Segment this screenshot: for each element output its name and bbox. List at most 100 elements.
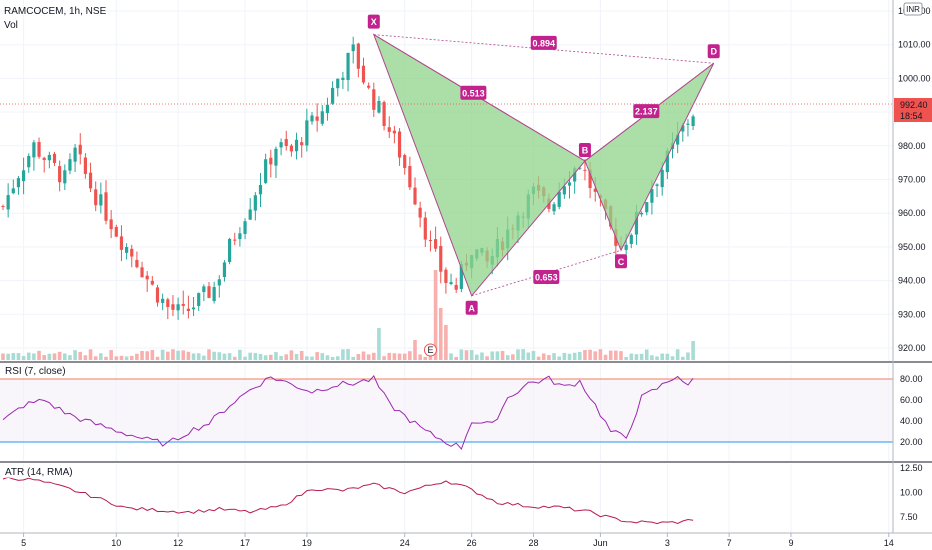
- volume-bar: [392, 353, 397, 360]
- volume-bar: [217, 352, 222, 360]
- time-tick-label: 9: [788, 538, 793, 548]
- candle-body: [629, 234, 633, 244]
- point-a-label-text: A: [468, 303, 475, 313]
- volume-bar: [181, 350, 186, 360]
- volume-bar: [526, 352, 531, 360]
- volume-bar: [166, 351, 170, 360]
- volume-bar: [531, 350, 536, 360]
- ratio-bd-text: 2.137: [635, 107, 658, 117]
- candle-body: [109, 219, 113, 230]
- volume-bar: [490, 351, 495, 360]
- rsi-title[interactable]: RSI (7, close): [3, 366, 68, 377]
- volume-bar: [511, 354, 515, 360]
- volume-bar: [330, 356, 335, 360]
- candle-body: [197, 293, 201, 307]
- price-tick-label: 960.00: [898, 208, 926, 218]
- candle-body: [11, 188, 15, 194]
- volume-bar: [305, 356, 309, 360]
- earnings-marker: [423, 343, 437, 357]
- volume-bar: [171, 349, 175, 360]
- volume-bar: [325, 355, 330, 360]
- volume-bar: [93, 356, 98, 360]
- time-tick-label: 17: [240, 538, 250, 548]
- time-tick-label: 12: [173, 538, 183, 548]
- volume-bar: [541, 353, 546, 360]
- atr-tick-label: 12.50: [900, 463, 923, 473]
- candle-body: [403, 155, 407, 168]
- volume-bar: [26, 352, 31, 360]
- candle-body: [459, 264, 463, 289]
- candle-body: [573, 168, 577, 182]
- candle-body: [171, 304, 175, 310]
- candle-body: [650, 189, 654, 203]
- candle-body: [686, 123, 690, 125]
- rsi-tick-label: 60.00: [900, 395, 923, 405]
- volume-bar: [583, 350, 587, 360]
- ratio-xb: 0.513: [460, 85, 487, 100]
- volume-bar: [346, 349, 350, 360]
- volume-bar: [356, 354, 361, 360]
- candle-body: [640, 212, 644, 215]
- volume-bar: [186, 351, 191, 360]
- candle-body: [624, 244, 628, 250]
- volume-bar: [253, 353, 258, 360]
- volume-bar: [521, 349, 525, 360]
- volume-bar: [160, 349, 165, 360]
- point-a-label: A: [465, 300, 478, 315]
- candle-body: [367, 85, 371, 88]
- candle-body: [578, 167, 582, 169]
- candle-body: [217, 279, 221, 286]
- candle-body: [135, 259, 139, 268]
- candle-body: [284, 139, 288, 147]
- candle-body: [248, 209, 252, 220]
- volume-bar: [155, 356, 160, 360]
- volume-bar: [402, 353, 407, 360]
- volume-bar: [588, 349, 592, 360]
- ratio-ac-bg: [533, 270, 560, 285]
- atr-title[interactable]: ATR (14, RMA): [3, 467, 75, 478]
- harmonic-pattern[interactable]: X A B C D 0.894 0.513 0.653 2.137 E: [367, 14, 720, 357]
- volume-bar: [567, 353, 572, 360]
- ratio-bd: 2.137: [633, 104, 660, 119]
- volume-bar: [289, 350, 294, 360]
- volume-bar: [284, 354, 289, 360]
- volume-bar: [634, 354, 639, 360]
- volume-bar: [207, 349, 211, 360]
- candle-body: [104, 192, 108, 221]
- volume-bar: [119, 355, 124, 360]
- candle-body: [655, 184, 659, 186]
- volume-bar: [57, 351, 62, 360]
- volume-bar: [629, 353, 634, 360]
- volume-bar: [196, 353, 201, 360]
- volume-bar: [238, 349, 242, 360]
- volume-bar: [480, 352, 484, 360]
- candle-body: [94, 189, 98, 206]
- volume-bar: [361, 351, 366, 360]
- volume-bar: [423, 356, 428, 360]
- point-b-label-text: B: [582, 145, 589, 155]
- symbol-title: RAMCOCEM, 1h, NSE: [4, 6, 107, 17]
- volume-bar: [562, 352, 567, 360]
- candle-body: [22, 170, 26, 182]
- volume-bar: [335, 356, 340, 360]
- earnings-marker-text: E: [427, 345, 433, 355]
- candle-body: [58, 166, 62, 183]
- volume-bar: [52, 353, 57, 360]
- point-x-label-text: X: [371, 17, 377, 27]
- candle-body: [289, 145, 293, 152]
- volume-bar: [665, 353, 670, 360]
- volume-label: Vol: [4, 20, 18, 31]
- candle-body: [444, 269, 448, 283]
- candle-body: [428, 240, 433, 242]
- volume-bar: [397, 353, 402, 360]
- countdown-label: 18:54: [900, 111, 923, 121]
- candle-body: [434, 239, 438, 249]
- volume-bar: [475, 354, 479, 360]
- volume-bar: [464, 350, 469, 360]
- ratio-xd-text: 0.894: [532, 38, 555, 48]
- volume-bar: [578, 351, 582, 360]
- candle-body: [382, 102, 386, 126]
- candle-body: [228, 238, 232, 263]
- time-tick-label: 28: [528, 538, 538, 548]
